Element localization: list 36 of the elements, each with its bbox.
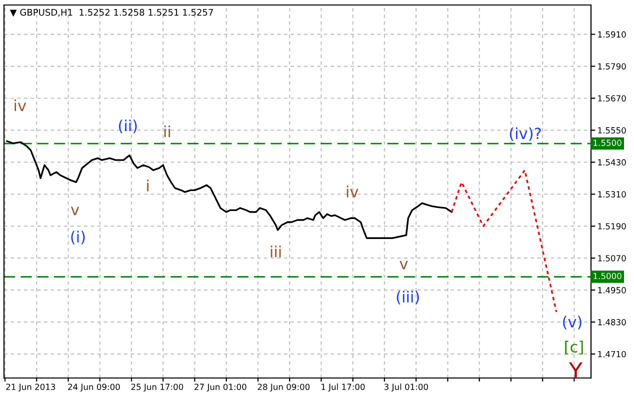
x-tick-label: 25 Jun 17:00 [131, 384, 184, 392]
y-tick-label: 1.4950 [598, 287, 626, 294]
annotation: iv [346, 186, 358, 198]
annotation: (ii) [118, 120, 137, 134]
y-tick-label: 1.5910 [598, 31, 626, 38]
y-tick-label: 1.5190 [598, 223, 626, 230]
y-tick-label: 1.5430 [598, 159, 626, 166]
annotation: Y [568, 362, 583, 379]
annotation: i [147, 180, 149, 192]
x-tick-label: 1 Jul 17:00 [322, 384, 365, 392]
y-tick-label: 1.4710 [598, 351, 626, 358]
x-tick-label: 28 Jun 09:00 [258, 384, 310, 392]
annotation: ii [164, 126, 170, 138]
annotation: v [400, 260, 408, 270]
y-tick-label: 1.4830 [598, 319, 626, 326]
y-tick-label: 1.5550 [598, 127, 626, 134]
x-tick-label: 3 Jul 01:00 [384, 384, 428, 392]
annotation: [c] [565, 340, 583, 354]
x-tick-label: 24 Jun 09:00 [68, 384, 120, 392]
x-tick-label: 21 Jun 2013 [6, 384, 56, 392]
annotation: iii [270, 246, 281, 258]
annotation: (i) [71, 230, 85, 244]
ref-line-label: 1.5500 [594, 140, 622, 146]
annotation: (v) [563, 316, 582, 330]
y-tick-label: 1.5670 [598, 95, 626, 102]
annotation: v [70, 206, 80, 216]
annotation: (iii) [396, 290, 419, 304]
y-tick-label: 1.5790 [598, 63, 626, 70]
annotation: (iv)? [510, 127, 541, 142]
x-tick-label: 27 Jun 01:00 [194, 384, 246, 392]
chart-title: ▼ GBPUSD,H1 1.5252 1.5258 1.5251 1.5257 [10, 8, 213, 17]
annotation: iv [14, 99, 26, 112]
y-tick-label: 1.5310 [598, 191, 626, 198]
line-series [450, 169, 558, 313]
ref-line-label: 1.5000 [594, 272, 622, 280]
y-tick-label: 1.5070 [598, 255, 626, 262]
